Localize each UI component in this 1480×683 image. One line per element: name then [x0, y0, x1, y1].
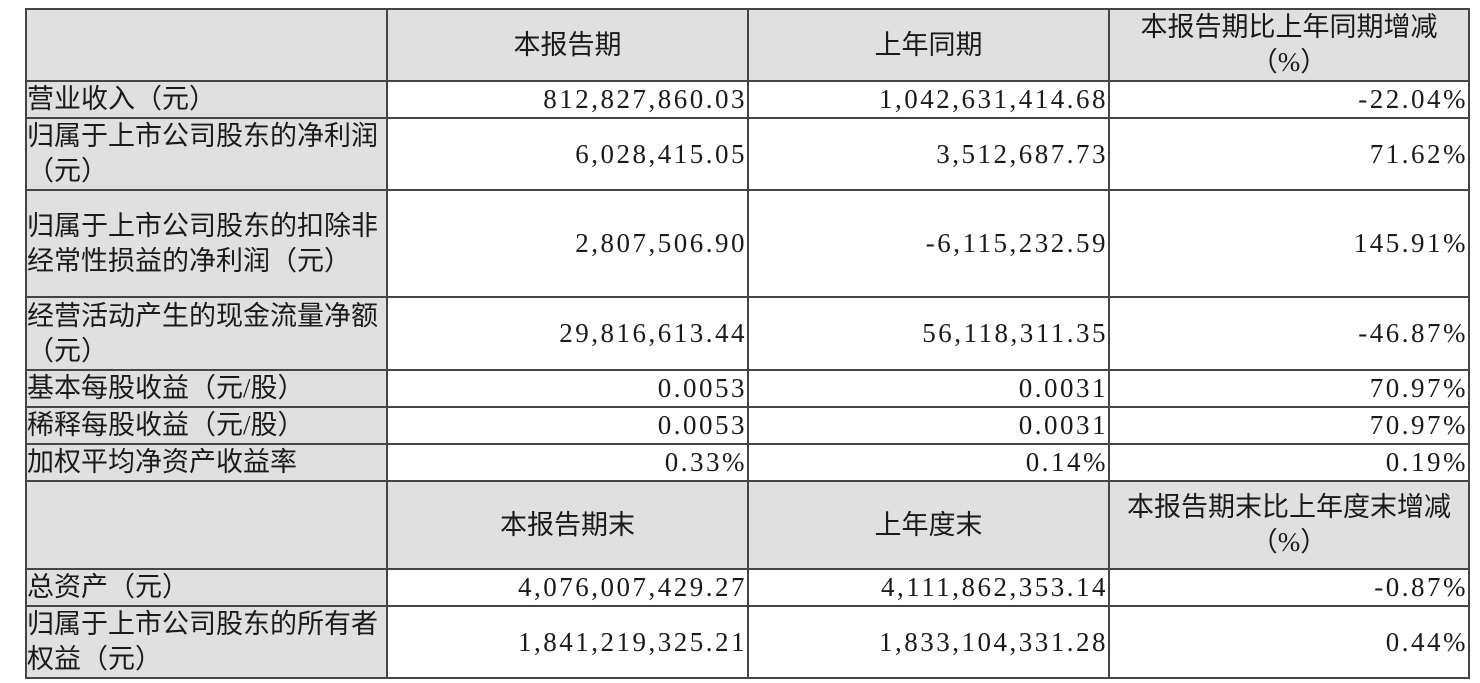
- table-row-net-profit: 归属于上市公司股东的净利润（元） 6,028,415.05 3,512,687.…: [25, 117, 1470, 191]
- col-header-current-period: 本报告期: [386, 8, 749, 82]
- period-header-row: 本报告期 上年同期 本报告期比上年同期增减 （%）: [25, 8, 1470, 82]
- change-percent-value: 70.97%: [1108, 406, 1470, 445]
- row-label: 归属于上市公司股东的所有者权益（元）: [25, 605, 388, 679]
- prior-period-value: 56,118,311.35: [747, 296, 1110, 371]
- table-row-basic-eps: 基本每股收益（元/股） 0.0053 0.0031 70.97%: [25, 369, 1470, 408]
- table-row-total-assets: 总资产（元） 4,076,007,429.27 4,111,862,353.14…: [25, 568, 1470, 607]
- col-header-prior-period: 上年同期: [747, 8, 1110, 82]
- table-row-net-profit-excl-nonrecurring: 归属于上市公司股东的扣除非经常性损益的净利润（元） 2,807,506.90 -…: [25, 189, 1470, 298]
- col-header-period-change: 本报告期比上年同期增减 （%）: [1108, 8, 1470, 82]
- current-period-value: 29,816,613.44: [386, 296, 749, 371]
- change-percent-value: 71.62%: [1108, 117, 1470, 191]
- prior-period-value: -6,115,232.59: [747, 189, 1110, 298]
- prior-period-value: 0.0031: [747, 406, 1110, 445]
- yearend-change-header-line1: 本报告期末比上年度末增减: [1127, 492, 1451, 522]
- current-period-value: 812,827,860.03: [386, 80, 749, 119]
- current-period-end-value: 1,841,219,325.21: [386, 605, 749, 679]
- current-period-end-value: 4,076,007,429.27: [386, 568, 749, 607]
- row-label: 基本每股收益（元/股）: [25, 369, 388, 408]
- prior-period-value: 1,042,631,414.68: [747, 80, 1110, 119]
- col-header-current-period-end: 本报告期末: [386, 480, 749, 570]
- table-row-weighted-avg-roe: 加权平均净资产收益率 0.33% 0.14% 0.19%: [25, 443, 1470, 482]
- table-row-owners-equity: 归属于上市公司股东的所有者权益（元） 1,841,219,325.21 1,83…: [25, 605, 1470, 679]
- current-period-value: 0.33%: [386, 443, 749, 482]
- current-period-value: 0.0053: [386, 369, 749, 408]
- change-percent-value: -46.87%: [1108, 296, 1470, 371]
- current-period-value: 2,807,506.90: [386, 189, 749, 298]
- row-label: 稀释每股收益（元/股）: [25, 406, 388, 445]
- change-percent-value: 0.44%: [1108, 605, 1470, 679]
- prior-period-value: 0.14%: [747, 443, 1110, 482]
- period-change-header-line2: （%）: [1250, 47, 1328, 77]
- row-label: 归属于上市公司股东的扣除非经常性损益的净利润（元）: [25, 189, 388, 298]
- corner-cell: [25, 8, 388, 82]
- yearend-change-header-line2: （%）: [1250, 527, 1328, 557]
- row-label: 归属于上市公司股东的净利润（元）: [25, 117, 388, 191]
- row-label: 总资产（元）: [25, 568, 388, 607]
- prior-year-end-value: 4,111,862,353.14: [747, 568, 1110, 607]
- financial-summary-table: 本报告期 上年同期 本报告期比上年同期增减 （%） 营业收入（元） 812,82…: [25, 8, 1470, 679]
- col-header-prior-year-end: 上年度末: [747, 480, 1110, 570]
- prior-period-value: 3,512,687.73: [747, 117, 1110, 191]
- table-row-operating-cash-flow: 经营活动产生的现金流量净额（元） 29,816,613.44 56,118,31…: [25, 296, 1470, 371]
- current-period-value: 6,028,415.05: [386, 117, 749, 191]
- change-percent-value: -0.87%: [1108, 568, 1470, 607]
- corner-cell: [25, 480, 388, 570]
- prior-period-value: 0.0031: [747, 369, 1110, 408]
- current-period-value: 0.0053: [386, 406, 749, 445]
- row-label: 营业收入（元）: [25, 80, 388, 119]
- yearend-header-row: 本报告期末 上年度末 本报告期末比上年度末增减 （%）: [25, 480, 1470, 570]
- change-percent-value: 70.97%: [1108, 369, 1470, 408]
- col-header-yearend-change: 本报告期末比上年度末增减 （%）: [1108, 480, 1470, 570]
- period-change-header-line1: 本报告期比上年同期增减: [1140, 12, 1438, 42]
- change-percent-value: 0.19%: [1108, 443, 1470, 482]
- table-row-diluted-eps: 稀释每股收益（元/股） 0.0053 0.0031 70.97%: [25, 406, 1470, 445]
- prior-year-end-value: 1,833,104,331.28: [747, 605, 1110, 679]
- table-row-operating-revenue: 营业收入（元） 812,827,860.03 1,042,631,414.68 …: [25, 80, 1470, 119]
- row-label: 经营活动产生的现金流量净额（元）: [25, 296, 388, 371]
- row-label: 加权平均净资产收益率: [25, 443, 388, 482]
- change-percent-value: -22.04%: [1108, 80, 1470, 119]
- change-percent-value: 145.91%: [1108, 189, 1470, 298]
